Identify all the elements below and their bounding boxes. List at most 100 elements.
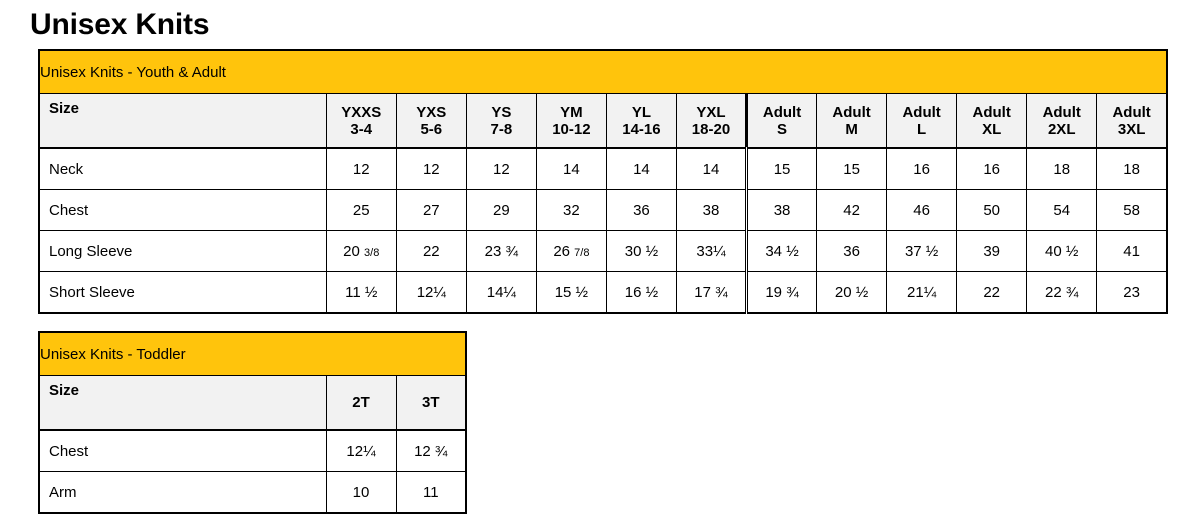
- table-banner-title: Unisex Knits - Youth & Adult: [38, 49, 1168, 94]
- cell-neck-ym: 14: [535, 147, 607, 190]
- cell-neck-adult-s: 15: [745, 147, 818, 190]
- column-header-yxxs-name: YXXS: [341, 103, 382, 121]
- size-table-toddler: Unisex Knits - Toddler Size 2T 3T Chest …: [38, 331, 468, 514]
- cell-chest-ym: 32: [535, 189, 607, 231]
- cell-short-sleeve-adult-xl: 22: [956, 271, 1028, 314]
- cell-long-sleeve-ym: 26 7/8: [535, 230, 607, 272]
- column-header-adult-2xl: Adult 2XL: [1026, 93, 1098, 149]
- row-label-arm: Arm: [38, 471, 327, 514]
- cell-chest-adult-2xl: 54: [1026, 189, 1098, 231]
- cell-short-sleeve-adult-l: 21¼: [886, 271, 958, 314]
- cell-chest-yxxs: 25: [325, 189, 397, 231]
- table-row: Chest 12¼ 12 ¾: [38, 429, 467, 472]
- cell-chest-2t: 12¼: [325, 429, 397, 472]
- column-header-ys-ages: 7-8: [490, 120, 513, 138]
- cell-chest-adult-m: 42: [816, 189, 888, 231]
- cell-neck-adult-l: 16: [886, 147, 958, 190]
- cell-long-sleeve-yxl: 33¼: [675, 230, 748, 272]
- column-header-adult-3xl: Adult 3XL: [1096, 93, 1168, 149]
- column-header-adult-2xl-size: 2XL: [1047, 120, 1076, 138]
- table-header-row: Size 2T 3T: [38, 375, 467, 431]
- cell-chest-adult-s: 38: [745, 189, 818, 231]
- table-banner-row: Unisex Knits - Youth & Adult: [38, 49, 1168, 94]
- column-header-yxl-ages: 18-20: [691, 120, 731, 138]
- cell-long-sleeve-adult-l: 37 ½: [886, 230, 958, 272]
- column-header-yxl-name: YXL: [696, 103, 726, 121]
- table-row: Neck 12 12 12 14 14 14 15 15 16 16 18 18: [38, 147, 1168, 190]
- cell-short-sleeve-adult-s: 19 ¾: [745, 271, 818, 314]
- cell-short-sleeve-yxxs: 11 ½: [325, 271, 397, 314]
- column-header-adult-3xl-size: 3XL: [1117, 120, 1146, 138]
- cell-short-sleeve-ym: 15 ½: [535, 271, 607, 314]
- cell-chest-adult-xl: 50: [956, 189, 1028, 231]
- cell-long-sleeve-adult-xl: 39: [956, 230, 1028, 272]
- row-label-neck: Neck: [38, 147, 327, 190]
- column-header-adult-s: Adult S: [745, 93, 818, 149]
- cell-chest-adult-l: 46: [886, 189, 958, 231]
- page-title: Unisex Knits: [30, 8, 210, 41]
- cell-short-sleeve-ys: 14¼: [465, 271, 537, 314]
- column-header-size: Size: [38, 375, 327, 431]
- table-row: Short Sleeve 11 ½ 12¼ 14¼ 15 ½ 16 ½ 17 ¾…: [38, 271, 1168, 314]
- cell-long-sleeve-yl: 30 ½: [605, 230, 677, 272]
- cell-long-sleeve-adult-2xl: 40 ½: [1026, 230, 1098, 272]
- cell-short-sleeve-yl: 16 ½: [605, 271, 677, 314]
- column-header-adult-xl: Adult XL: [956, 93, 1028, 149]
- column-header-yxs-ages: 5-6: [420, 120, 443, 138]
- cell-chest-adult-3xl: 58: [1096, 189, 1168, 231]
- cell-chest-yxs: 27: [395, 189, 467, 231]
- column-header-yl: YL 14-16: [605, 93, 677, 149]
- cell-neck-ys: 12: [465, 147, 537, 190]
- column-header-yxs: YXS 5-6: [395, 93, 467, 149]
- column-header-3t: 3T: [395, 375, 467, 431]
- cell-short-sleeve-adult-2xl: 22 ¾: [1026, 271, 1098, 314]
- column-header-yl-name: YL: [631, 103, 652, 121]
- cell-chest-ys: 29: [465, 189, 537, 231]
- fraction-part: 3/8: [364, 246, 380, 259]
- row-label-chest: Chest: [38, 189, 327, 231]
- column-header-adult-xl-name: Adult: [972, 103, 1011, 121]
- cell-neck-adult-3xl: 18: [1096, 147, 1168, 190]
- cell-long-sleeve-yxs: 22: [395, 230, 467, 272]
- cell-neck-adult-m: 15: [816, 147, 888, 190]
- column-header-adult-l: Adult L: [886, 93, 958, 149]
- cell-arm-3t: 11: [395, 471, 467, 514]
- column-header-adult-2xl-name: Adult: [1042, 103, 1081, 121]
- column-header-yxxs: YXXS 3-4: [325, 93, 397, 149]
- column-header-adult-m-size: M: [845, 120, 858, 138]
- cell-long-sleeve-yxxs: 20 3/8: [325, 230, 397, 272]
- table-row: Long Sleeve 20 3/8 22 23 ¾ 26 7/8 30 ½ 3…: [38, 230, 1168, 272]
- column-header-adult-l-name: Adult: [902, 103, 941, 121]
- row-label-long-sleeve: Long Sleeve: [38, 230, 327, 272]
- cell-neck-adult-xl: 16: [956, 147, 1028, 190]
- cell-short-sleeve-yxs: 12¼: [395, 271, 467, 314]
- cell-neck-yxs: 12: [395, 147, 467, 190]
- cell-chest-yl: 36: [605, 189, 677, 231]
- column-header-ys-name: YS: [491, 103, 512, 121]
- cell-short-sleeve-adult-m: 20 ½: [816, 271, 888, 314]
- cell-long-sleeve-adult-s: 34 ½: [745, 230, 818, 272]
- column-header-adult-m-name: Adult: [832, 103, 871, 121]
- column-header-adult-s-size: S: [777, 120, 788, 138]
- table-banner-title: Unisex Knits - Toddler: [38, 331, 467, 376]
- row-label-short-sleeve: Short Sleeve: [38, 271, 327, 314]
- column-header-yxs-name: YXS: [416, 103, 447, 121]
- cell-short-sleeve-adult-3xl: 23: [1096, 271, 1168, 314]
- column-header-size: Size: [38, 93, 327, 149]
- table-header-row: Size YXXS 3-4 YXS 5-6 YS 7-8 YM 10-12: [38, 93, 1168, 149]
- column-header-adult-xl-size: XL: [982, 120, 1002, 138]
- column-header-ym: YM 10-12: [535, 93, 607, 149]
- cell-chest-3t: 12 ¾: [395, 429, 467, 472]
- fraction-part: 7/8: [574, 246, 590, 259]
- column-header-adult-s-name: Adult: [762, 103, 802, 121]
- column-header-adult-l-size: L: [917, 120, 927, 138]
- column-header-ym-name: YM: [560, 103, 583, 121]
- column-header-yl-ages: 14-16: [622, 120, 661, 138]
- cell-long-sleeve-adult-m: 36: [816, 230, 888, 272]
- cell-neck-yxl: 14: [675, 147, 748, 190]
- column-header-adult-3xl-name: Adult: [1112, 103, 1151, 121]
- column-header-2t: 2T: [325, 375, 397, 431]
- cell-neck-yxxs: 12: [325, 147, 397, 190]
- cell-long-sleeve-adult-3xl: 41: [1096, 230, 1168, 272]
